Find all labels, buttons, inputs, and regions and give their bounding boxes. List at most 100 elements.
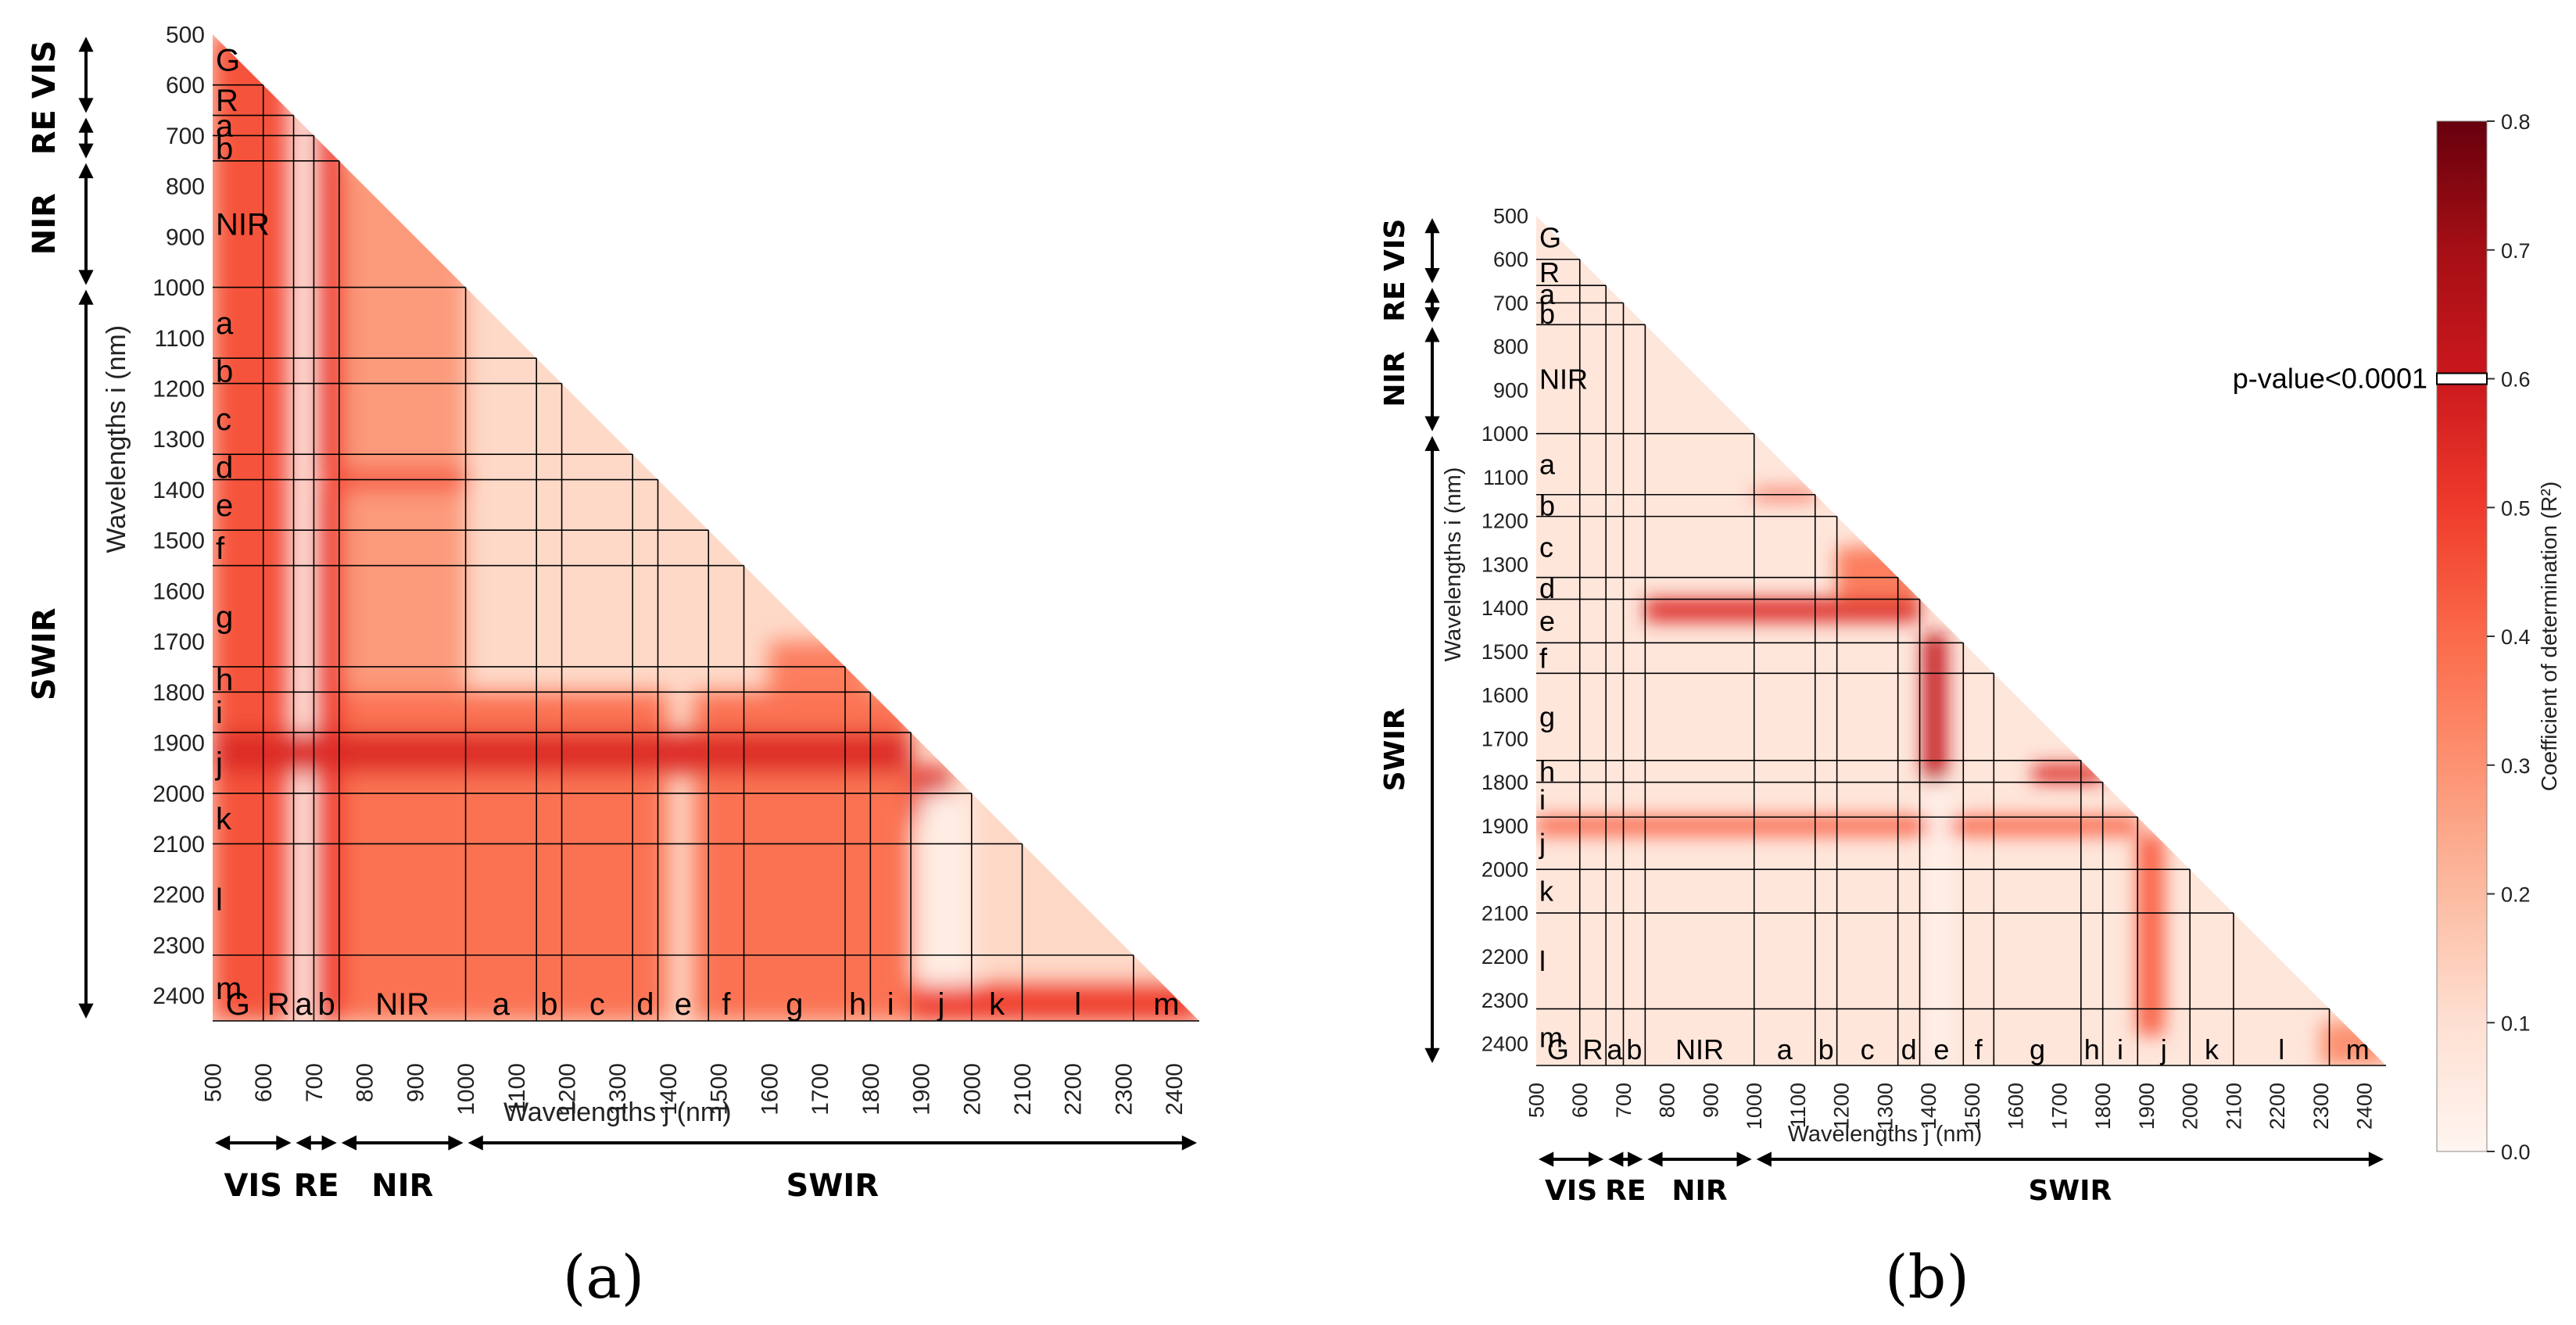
y-tick-label: 1500 [1481, 640, 1528, 664]
y-axis-title: Wavelengths i (nm) [102, 325, 131, 553]
y-tick-label: 2100 [1481, 901, 1528, 925]
colorbar-tick-label: 0.1 [2501, 1012, 2531, 1035]
x-tick-label: 2000 [2179, 1083, 2202, 1130]
band-label-left: b [216, 354, 233, 389]
region-label-h: VIS [1545, 1175, 1597, 1207]
colorbar: 0.0 0.1 0.2 0.3 0.4 0.5 0.6 0.7 0.8 p-value<0.000… [2233, 110, 2561, 1164]
x-tick-label: 600 [251, 1063, 277, 1102]
y-tick-label: 900 [166, 224, 205, 250]
heatmap-cell-2 [293, 34, 314, 1021]
x-tick-label: 1600 [2005, 1083, 2028, 1130]
x-tick-label: 600 [1568, 1083, 1592, 1118]
x-tick-label: 1000 [1743, 1083, 1766, 1130]
band-label-left: G [1539, 221, 1561, 253]
x-axis-title: Wavelengths j (nm) [503, 1098, 732, 1127]
band-label-bottom: NIR [375, 987, 429, 1022]
x-tick-label: 700 [302, 1063, 328, 1102]
y-tick-label: 1000 [1481, 422, 1528, 446]
y-tick-label: 1600 [152, 578, 205, 604]
y-tick-label: 1800 [1481, 771, 1528, 794]
band-label-bottom: d [636, 987, 654, 1022]
arrow-head [341, 1135, 356, 1151]
band-label-left: m [216, 972, 242, 1006]
heatmap-area [1536, 216, 2386, 1065]
band-label-bottom: f [1975, 1033, 1983, 1065]
band-label-bottom: a [1607, 1033, 1623, 1065]
arrow-head [1424, 416, 1440, 432]
heatmap-cell-1 [1924, 634, 1946, 782]
band-label-bottom: g [2030, 1033, 2045, 1065]
band-label-left: e [216, 489, 233, 523]
arrow-head [78, 289, 94, 305]
band-label-left: c [1539, 531, 1553, 563]
y-tick-label: 1100 [1483, 466, 1528, 489]
y-tick-label: 1900 [1481, 815, 1528, 838]
x-tick-label: 900 [1699, 1083, 1722, 1118]
x-tick-label: 1600 [757, 1063, 783, 1116]
heatmap-background [1536, 216, 2386, 1065]
band-label-bottom: m [1153, 987, 1179, 1022]
x-tick-label: 2200 [1061, 1063, 1087, 1116]
band-label-bottom: b [317, 987, 335, 1022]
band-label-bottom: G [226, 987, 250, 1022]
band-label-left: a [1539, 448, 1556, 480]
band-label-left: a [216, 306, 234, 341]
band-label-left: j [1539, 827, 1546, 859]
band-label-bottom: R [267, 987, 290, 1022]
region-label-h: RE [1605, 1175, 1646, 1207]
band-label-bottom: c [1861, 1033, 1875, 1065]
arrow-head [1424, 327, 1440, 342]
colorbar-tick-label: 0.4 [2501, 625, 2531, 649]
x-tick-label: 1700 [808, 1063, 833, 1116]
band-label-left: g [216, 600, 233, 634]
heatmap-area [213, 34, 1199, 1021]
y-tick-label: 1300 [152, 427, 205, 453]
x-tick-label: 1900 [909, 1063, 935, 1116]
heatmap-cell-0 [213, 34, 294, 1021]
y-tick-label: 2300 [152, 933, 205, 958]
band-grid [1536, 258, 2386, 1066]
y-tick-label: 1200 [1481, 510, 1528, 533]
x-tick-label: 2000 [959, 1063, 985, 1116]
arrow-head [1424, 435, 1440, 451]
arrow-head [1424, 1047, 1440, 1063]
x-tick-label: 1100 [1786, 1083, 1810, 1128]
region-label-h: RE [294, 1168, 339, 1204]
y-tick-label: 500 [1493, 204, 1528, 227]
arrow-head [215, 1135, 231, 1151]
y-tick-label: 1700 [152, 629, 205, 655]
heatmap-cell-5 [1836, 546, 1920, 600]
band-label-bottom: i [2117, 1033, 2123, 1065]
arrow-head [1588, 1151, 1604, 1167]
arrow-head [1539, 1151, 1554, 1167]
y-tick-label: 500 [166, 23, 205, 48]
arrow-head [1608, 1151, 1624, 1167]
region-label-h: NIR [1671, 1175, 1727, 1207]
y-tick-label: 1700 [1481, 727, 1528, 750]
arrow-head [78, 163, 94, 178]
region-label-v: RE VIS [27, 41, 63, 156]
y-axis-title: Wavelengths i (nm) [1441, 467, 1466, 662]
region-label-h: SWIR [786, 1168, 879, 1204]
y-tick-label: 600 [1493, 248, 1528, 271]
y-tick-label: 1400 [152, 478, 205, 503]
band-label-bottom: h [2084, 1033, 2100, 1065]
x-tick-label: 500 [1524, 1083, 1548, 1118]
band-label-left: h [1539, 755, 1555, 787]
band-label-left: f [216, 532, 225, 566]
band-label-left: R [216, 84, 238, 118]
region-label-v: SWIR [27, 607, 63, 700]
x-tick-label: 1900 [2135, 1083, 2159, 1130]
arrow-head [1424, 288, 1440, 303]
x-tick-label: 1200 [1830, 1083, 1854, 1130]
band-label-bottom: c [589, 987, 605, 1022]
arrow-head [78, 143, 94, 159]
band-label-left: b [1539, 489, 1555, 521]
x-tick-label: 2300 [1111, 1063, 1137, 1116]
arrow-head [1756, 1151, 1772, 1167]
x-tick-label: 2300 [2309, 1083, 2333, 1130]
colorbar-tick-label: 0.5 [2501, 496, 2531, 520]
band-label-left: m [1539, 1021, 1563, 1053]
